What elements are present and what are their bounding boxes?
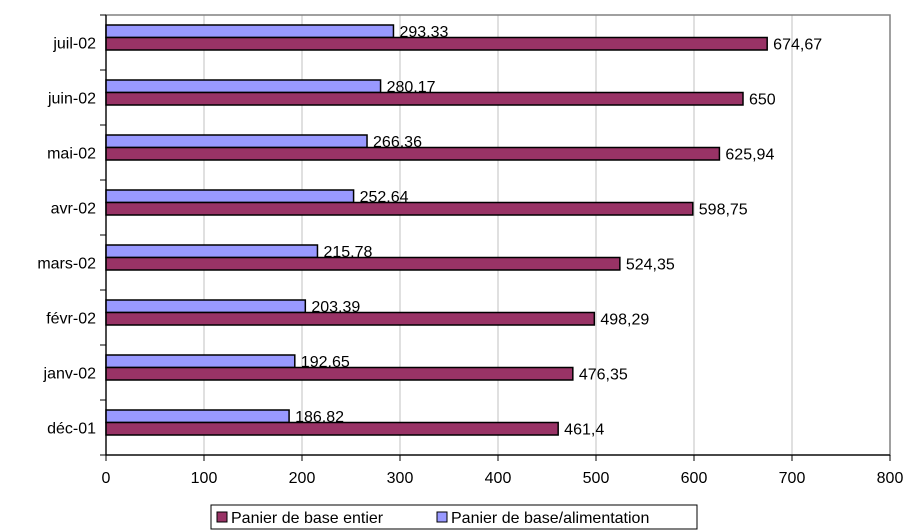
bar-alimentation-juil-02 — [105, 24, 395, 39]
bar-entier-avr-02 — [105, 201, 694, 216]
axes-group: 0 100 200 300 400 500 600 700 800 juil-02 juin-02 m… — [37, 14, 904, 487]
category-label: juil-02 — [52, 36, 96, 53]
bar-alimentation-juin-02 — [105, 79, 382, 94]
data-label: 674,67 — [773, 37, 822, 54]
category-label: févr-02 — [46, 311, 96, 328]
data-label: 598,75 — [699, 202, 748, 219]
bar-alimentation-avr-02 — [105, 189, 355, 204]
bar-entier-mars-02 — [105, 256, 621, 271]
x-tick-label: 200 — [289, 470, 316, 487]
x-tick-label: 700 — [779, 470, 806, 487]
bar-alimentation-janv-02 — [105, 354, 296, 369]
x-tick-label: 500 — [583, 470, 610, 487]
category-label: avr-02 — [51, 201, 96, 218]
category-label: déc-01 — [47, 421, 96, 438]
data-label: 476,35 — [579, 367, 628, 384]
x-tick-label: 0 — [102, 470, 111, 487]
bar-alimentation-mai-02 — [105, 134, 368, 149]
legend-box — [210, 504, 698, 530]
legend-label: Panier de base/alimentation — [451, 510, 649, 527]
data-label: 498,29 — [600, 312, 649, 329]
category-label: mai-02 — [47, 146, 96, 163]
x-tick-label: 300 — [387, 470, 414, 487]
legend-swatch — [436, 511, 448, 523]
x-tick-label: 400 — [485, 470, 512, 487]
data-label: 650 — [749, 92, 776, 109]
bar-entier-juil-02 — [105, 36, 768, 51]
bar-entier-févr-02 — [105, 311, 596, 326]
category-label: mars-02 — [37, 256, 96, 273]
bar-entier-mai-02 — [105, 146, 721, 161]
x-tick-label: 100 — [191, 470, 218, 487]
bar-alimentation-mars-02 — [105, 244, 319, 259]
x-tick-label: 800 — [877, 470, 904, 487]
data-label: 625,94 — [725, 147, 774, 164]
category-label: juin-02 — [47, 91, 96, 108]
legend-swatch — [216, 511, 228, 523]
bar-entier-janv-02 — [105, 366, 574, 381]
data-label: 461,4 — [564, 422, 604, 439]
bar-entier-juin-02 — [105, 91, 744, 106]
bar-alimentation-févr-02 — [105, 299, 307, 314]
bar-entier-déc-01 — [105, 421, 559, 436]
legend-label: Panier de base entier — [231, 510, 384, 527]
category-label: janv-02 — [43, 366, 97, 383]
bar-alimentation-déc-01 — [105, 409, 290, 424]
bars-group: 293,33674,67280,17650266,36625,94252,645… — [105, 24, 822, 439]
legend: Panier de base entier Panier de base/alim… — [210, 504, 698, 530]
data-label: 524,35 — [626, 257, 675, 274]
x-tick-label: 600 — [681, 470, 708, 487]
